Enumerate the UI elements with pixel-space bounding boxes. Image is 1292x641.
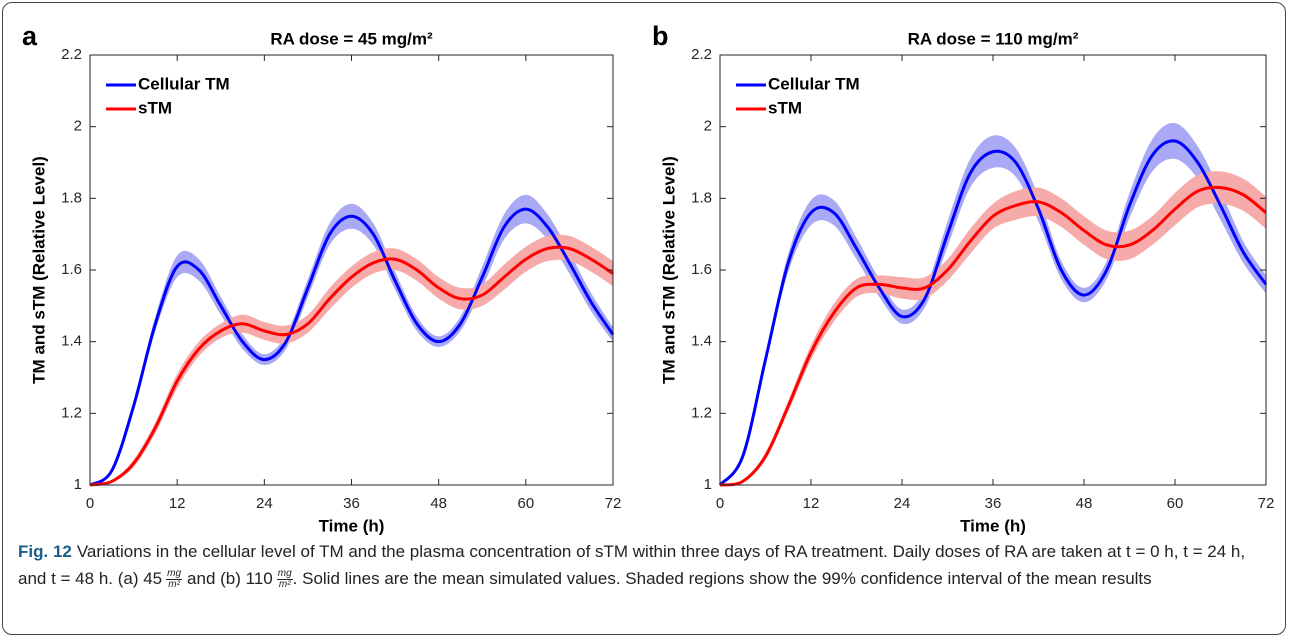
- legend-label: sTM: [768, 98, 802, 117]
- caption: Fig. 12 Variations in the cellular level …: [18, 538, 1268, 592]
- plot-frame: [719, 54, 1267, 486]
- chart-title: RA dose = 110 mg/m²: [908, 29, 1079, 48]
- y-tick-label: 2.2: [691, 46, 712, 63]
- x-tick-label: 60: [517, 495, 534, 512]
- y-tick-label: 1.2: [61, 404, 82, 421]
- x-axis-label: Time (h): [960, 516, 1026, 535]
- caption-text: . Solid lines are the mean simulated val…: [292, 569, 1152, 588]
- y-tick-label: 2: [74, 118, 82, 135]
- x-tick-label: 72: [605, 495, 622, 512]
- caption-label: Fig. 12: [18, 542, 72, 561]
- x-tick-label: 12: [169, 495, 186, 512]
- caption-text: Variations in the cellular level of TM a…: [18, 542, 1246, 588]
- y-tick-label: 2.2: [61, 46, 82, 63]
- confidence-band: [720, 171, 1266, 486]
- y-axis-label: TM and sTM (Relative Level): [659, 156, 678, 384]
- x-tick-label: 12: [803, 495, 820, 512]
- chart-title: RA dose = 45 mg/m²: [270, 29, 433, 48]
- legend-label: sTM: [138, 98, 172, 117]
- x-tick-label: 0: [716, 495, 724, 512]
- y-tick-label: 2: [704, 118, 712, 135]
- x-tick-label: 24: [894, 495, 911, 512]
- y-tick-label: 1: [704, 476, 712, 493]
- series-line: [719, 185, 1267, 487]
- x-tick-label: 36: [985, 495, 1002, 512]
- y-axis-label: TM and sTM (Relative Level): [29, 156, 48, 384]
- fraction: mg m²: [276, 568, 293, 591]
- fraction-numerator: mg: [276, 568, 293, 581]
- y-tick-label: 1.4: [61, 333, 82, 350]
- legend-label: Cellular TM: [768, 74, 860, 93]
- fraction-numerator: mg: [166, 568, 183, 581]
- x-tick-label: 60: [1167, 495, 1184, 512]
- x-tick-label: 48: [1076, 495, 1093, 512]
- fraction-denominator: m²: [278, 579, 291, 591]
- fraction-denominator: m²: [168, 579, 180, 591]
- y-tick-label: 1.6: [61, 261, 82, 278]
- y-tick-label: 1.4: [691, 333, 712, 350]
- fraction: mg m²: [166, 568, 183, 591]
- legend-label: Cellular TM: [138, 74, 230, 93]
- series-line: [89, 207, 615, 487]
- y-tick-label: 1.6: [691, 261, 712, 278]
- x-tick-label: 36: [343, 495, 360, 512]
- series-line: [89, 245, 614, 487]
- x-tick-label: 72: [1258, 495, 1275, 512]
- x-axis-label: Time (h): [319, 516, 385, 535]
- confidence-band: [90, 234, 613, 485]
- series-line: [718, 139, 1268, 487]
- confidence-band: [90, 194, 613, 485]
- panel-label: b: [652, 21, 669, 51]
- y-tick-label: 1.8: [691, 189, 712, 206]
- x-tick-label: 24: [256, 495, 273, 512]
- panel-label: a: [22, 21, 38, 51]
- confidence-band: [720, 122, 1266, 486]
- y-tick-label: 1: [74, 476, 82, 493]
- x-tick-label: 48: [430, 495, 447, 512]
- caption-text: and (b) 110: [187, 569, 273, 588]
- x-tick-label: 0: [86, 495, 94, 512]
- y-tick-label: 1.2: [691, 404, 712, 421]
- y-tick-label: 1.8: [61, 189, 82, 206]
